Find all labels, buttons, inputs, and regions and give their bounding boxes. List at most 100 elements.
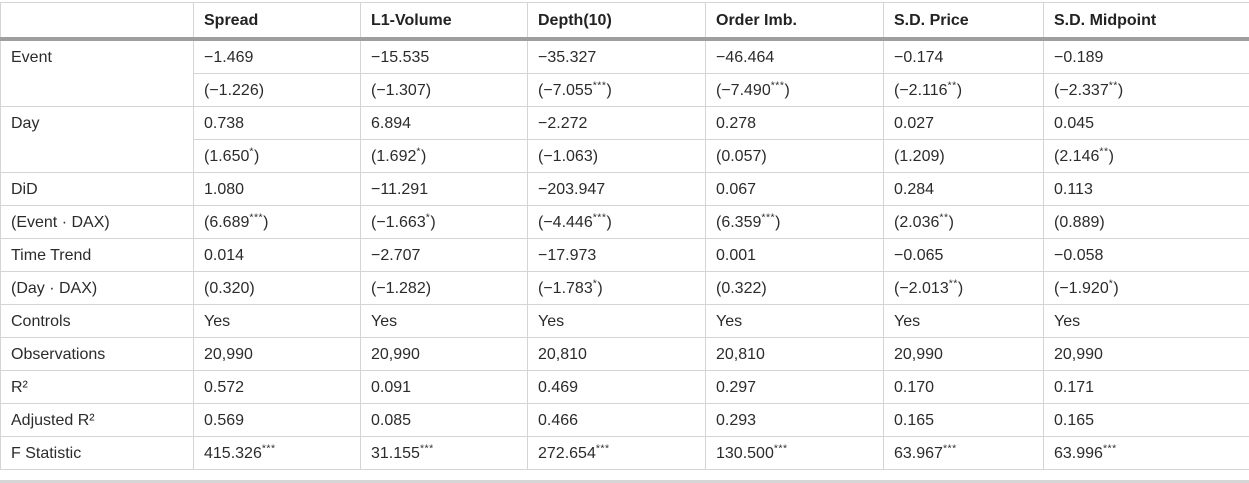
data-cell: Yes bbox=[883, 304, 1044, 338]
column-header-sd-price: S.D. Price bbox=[883, 2, 1044, 41]
data-cell: (6.359***) bbox=[705, 205, 884, 239]
data-cell: (1.209) bbox=[883, 139, 1044, 173]
table-row: Day 0.738 6.894 −2.272 0.278 0.027 0.045 bbox=[0, 106, 1249, 173]
data-cell: 0.469 bbox=[527, 370, 706, 404]
row-label: F Statistic bbox=[0, 436, 194, 470]
regression-table: Spread L1-Volume Depth(10) Order Imb. S.… bbox=[0, 2, 1249, 470]
data-cell: −0.058 bbox=[1043, 238, 1249, 272]
table-row: DiD 1.080 −11.291 −203.947 0.067 0.284 0.113 bbox=[0, 172, 1249, 206]
data-cell: 63.967*** bbox=[883, 436, 1044, 470]
data-cell: −0.174 bbox=[883, 38, 1044, 74]
data-cell: (1.650*) bbox=[193, 139, 361, 173]
data-cell: 415.326*** bbox=[193, 436, 361, 470]
column-header-spread: Spread bbox=[193, 2, 361, 41]
data-cell: (−1.663*) bbox=[360, 205, 528, 239]
data-cell: (1.692*) bbox=[360, 139, 528, 173]
data-cell: 0.466 bbox=[527, 403, 706, 437]
data-cell: (−4.446***) bbox=[527, 205, 706, 239]
row-label: Adjusted R² bbox=[0, 403, 194, 437]
data-cell: −46.464 bbox=[705, 38, 884, 74]
column-header-order-imb: Order Imb. bbox=[705, 2, 884, 41]
data-cell: 20,810 bbox=[527, 337, 706, 371]
data-cell: 20,810 bbox=[705, 337, 884, 371]
data-cell: 130.500*** bbox=[705, 436, 884, 470]
table-row: F Statistic 415.326*** 31.155*** 272.654***… bbox=[0, 436, 1249, 470]
row-label: Time Trend bbox=[0, 238, 194, 272]
data-cell: 20,990 bbox=[360, 337, 528, 371]
table-row: Controls Yes Yes Yes Yes Yes Yes bbox=[0, 304, 1249, 338]
row-label: Controls bbox=[0, 304, 194, 338]
data-cell: 0.738 bbox=[193, 106, 361, 140]
row-label: (Event · DAX) bbox=[0, 205, 194, 239]
data-cell: 31.155*** bbox=[360, 436, 528, 470]
data-cell: Yes bbox=[360, 304, 528, 338]
data-cell: 6.894 bbox=[360, 106, 528, 140]
table-row: (1.650*) (1.692*) (−1.063) (0.057) (1.209) (2… bbox=[1, 139, 1249, 173]
table-row: (−1.226) (−1.307) (−7.055***) (−7.490***) (−… bbox=[1, 73, 1249, 107]
data-cell: 0.284 bbox=[883, 172, 1044, 206]
table-row: Observations 20,990 20,990 20,810 20,810 20,9… bbox=[0, 337, 1249, 371]
data-cell: (−2.337**) bbox=[1043, 73, 1249, 107]
row-label: Observations bbox=[0, 337, 194, 371]
column-header-depth10: Depth(10) bbox=[527, 2, 706, 41]
data-cell: (−1.920*) bbox=[1043, 271, 1249, 305]
data-cell: (2.146**) bbox=[1043, 139, 1249, 173]
data-cell: 0.027 bbox=[883, 106, 1044, 140]
data-cell: (−1.226) bbox=[193, 73, 361, 107]
data-cell: Yes bbox=[527, 304, 706, 338]
row-label: R² bbox=[0, 370, 194, 404]
data-cell: (−1.063) bbox=[527, 139, 706, 173]
data-cell: 0.278 bbox=[705, 106, 884, 140]
data-cell: 0.165 bbox=[883, 403, 1044, 437]
column-header-empty bbox=[0, 2, 194, 41]
data-cell: 0.113 bbox=[1043, 172, 1249, 206]
data-cell: (−1.307) bbox=[360, 73, 528, 107]
data-cell: 20,990 bbox=[883, 337, 1044, 371]
data-cell: 0.297 bbox=[705, 370, 884, 404]
data-cell: −17.973 bbox=[527, 238, 706, 272]
table-row: (Event · DAX) (6.689***) (−1.663*) (−4.446*… bbox=[0, 205, 1249, 239]
data-cell: 0.171 bbox=[1043, 370, 1249, 404]
data-cell: 0.572 bbox=[193, 370, 361, 404]
column-header-l1-volume: L1-Volume bbox=[360, 2, 528, 41]
data-cell: 1.080 bbox=[193, 172, 361, 206]
data-cell: 20,990 bbox=[1043, 337, 1249, 371]
data-cell: −15.535 bbox=[360, 38, 528, 74]
table-row: R² 0.572 0.091 0.469 0.297 0.170 0.171 bbox=[0, 370, 1249, 404]
data-cell: (2.036**) bbox=[883, 205, 1044, 239]
data-cell: 63.996*** bbox=[1043, 436, 1249, 470]
data-cell: −11.291 bbox=[360, 172, 528, 206]
data-cell: 0.569 bbox=[193, 403, 361, 437]
table-row: (Day · DAX) (0.320) (−1.282) (−1.783*) (0.32… bbox=[0, 271, 1249, 305]
data-cell: 20,990 bbox=[193, 337, 361, 371]
data-cell: (−7.055***) bbox=[527, 73, 706, 107]
data-cell: −0.189 bbox=[1043, 38, 1249, 74]
row-label: Event bbox=[0, 38, 194, 107]
data-cell: (6.689***) bbox=[193, 205, 361, 239]
table-row: Event −1.469 −15.535 −35.327 −46.464 −0.174 −0… bbox=[0, 38, 1249, 107]
data-cell: 0.067 bbox=[705, 172, 884, 206]
data-cell: 0.170 bbox=[883, 370, 1044, 404]
table-row: Adjusted R² 0.569 0.085 0.466 0.293 0.165 0.16… bbox=[0, 403, 1249, 437]
data-cell: (0.322) bbox=[705, 271, 884, 305]
data-cell: −2.707 bbox=[360, 238, 528, 272]
table-row: Time Trend 0.014 −2.707 −17.973 0.001 −0.065−… bbox=[0, 238, 1249, 272]
data-cell: Yes bbox=[193, 304, 361, 338]
data-cell: (−2.116**) bbox=[883, 73, 1044, 107]
data-cell: 0.014 bbox=[193, 238, 361, 272]
data-cell: 0.165 bbox=[1043, 403, 1249, 437]
data-cell: Yes bbox=[1043, 304, 1249, 338]
row-label: (Day · DAX) bbox=[0, 271, 194, 305]
row-label: Day bbox=[0, 106, 194, 173]
data-cell: (0.320) bbox=[193, 271, 361, 305]
data-cell: (0.889) bbox=[1043, 205, 1249, 239]
data-cell: (0.057) bbox=[705, 139, 884, 173]
data-cell: (−2.013**) bbox=[883, 271, 1044, 305]
window-bottom-edge bbox=[0, 480, 1249, 483]
data-cell: Yes bbox=[705, 304, 884, 338]
data-cell: 0.001 bbox=[705, 238, 884, 272]
data-cell: −2.272 bbox=[527, 106, 706, 140]
table-body: Event −1.469 −15.535 −35.327 −46.464 −0.174 −0… bbox=[0, 38, 1249, 470]
data-cell: (−1.282) bbox=[360, 271, 528, 305]
